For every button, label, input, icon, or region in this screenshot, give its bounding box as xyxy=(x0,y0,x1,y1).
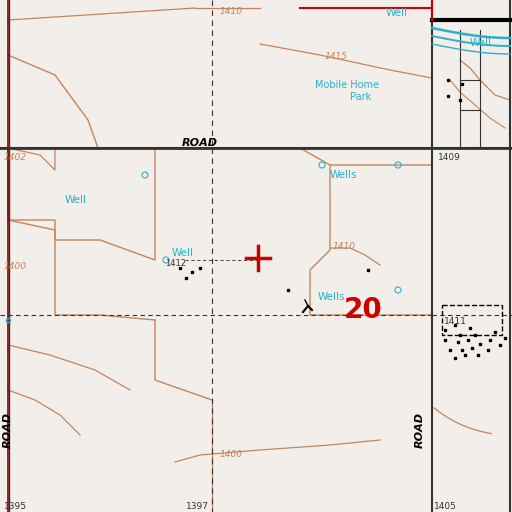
Bar xyxy=(442,305,502,335)
Text: Wells: Wells xyxy=(318,292,346,302)
Text: 1400: 1400 xyxy=(220,450,243,459)
Text: 1412: 1412 xyxy=(165,259,186,268)
Text: 1400: 1400 xyxy=(4,262,27,271)
Text: Well: Well xyxy=(386,8,408,18)
Text: Wells: Wells xyxy=(330,170,357,180)
Text: 1409: 1409 xyxy=(438,153,461,162)
Text: 1410: 1410 xyxy=(220,7,243,16)
Text: Well: Well xyxy=(172,248,194,258)
Text: 1397: 1397 xyxy=(186,502,209,511)
Text: Well: Well xyxy=(470,38,492,48)
Text: 20: 20 xyxy=(344,296,382,324)
Text: Park: Park xyxy=(350,92,371,102)
Text: Well: Well xyxy=(65,195,87,205)
Text: ROAD: ROAD xyxy=(3,412,13,448)
Text: ROAD: ROAD xyxy=(182,138,218,148)
Text: 1402: 1402 xyxy=(4,153,27,162)
Text: ROAD: ROAD xyxy=(415,412,425,448)
Text: 1405: 1405 xyxy=(434,502,457,511)
Text: 1415: 1415 xyxy=(325,52,348,61)
Text: 1395: 1395 xyxy=(4,502,27,511)
Text: Mobile Home: Mobile Home xyxy=(315,80,379,90)
Text: 1410: 1410 xyxy=(333,242,356,251)
Text: 1411: 1411 xyxy=(444,317,467,326)
